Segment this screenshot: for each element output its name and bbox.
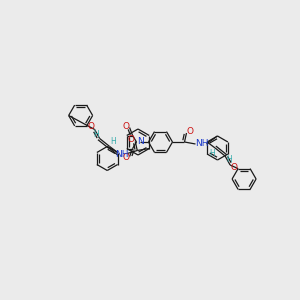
Text: O: O [87,122,94,131]
Text: O: O [122,122,129,131]
Text: H: H [93,130,98,139]
Text: O: O [231,164,238,172]
Text: NH: NH [195,140,208,148]
Text: H: H [110,137,116,146]
Text: N: N [137,137,144,146]
Text: O: O [128,135,135,144]
Text: O: O [187,127,194,136]
Text: NH: NH [116,150,129,159]
Text: H: H [209,148,215,158]
Text: O: O [122,153,129,162]
Text: H: H [226,155,232,164]
